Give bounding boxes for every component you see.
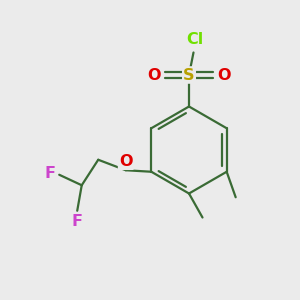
Text: Cl: Cl — [186, 32, 204, 47]
Text: O: O — [119, 154, 133, 169]
Text: S: S — [183, 68, 195, 82]
Text: O: O — [147, 68, 160, 82]
Text: F: F — [72, 214, 83, 229]
Text: F: F — [45, 166, 56, 181]
Text: O: O — [218, 68, 231, 82]
